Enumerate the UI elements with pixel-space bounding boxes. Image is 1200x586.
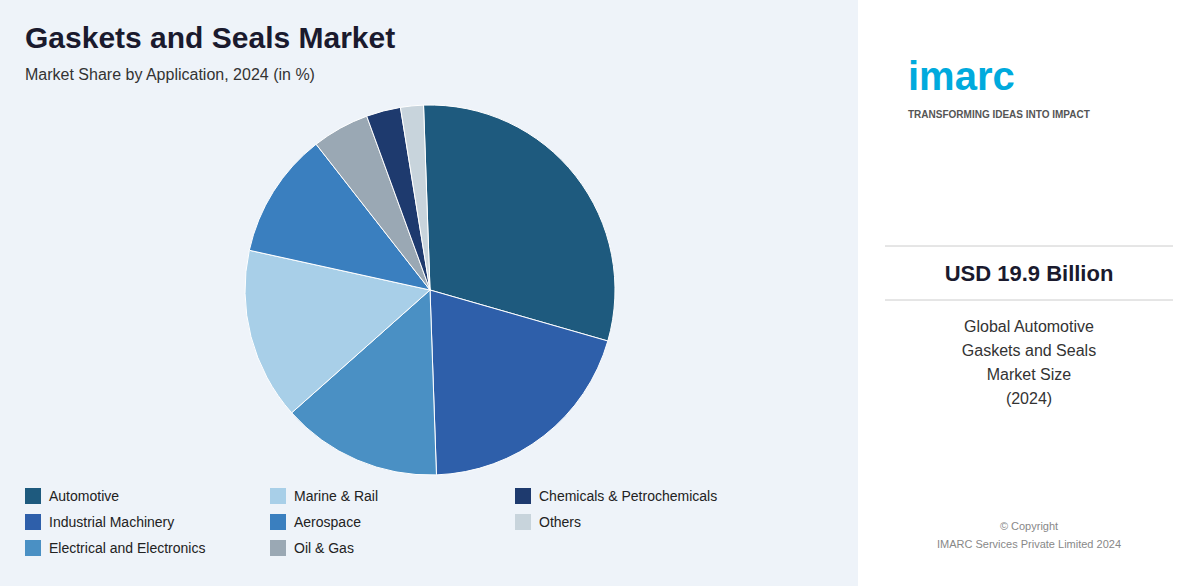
market-size: USD 19.9 Billion [945,261,1114,286]
legend-label: Chemicals & Petrochemicals [539,488,717,504]
legend-label: Oil & Gas [294,540,354,556]
pie-slice [400,105,430,290]
legend-label: Automotive [49,488,119,504]
legend-swatch [25,540,41,556]
pie-slice [430,290,608,475]
right-panel [858,0,1200,586]
chart: Gaskets and Seals Market Market Share by … [0,0,1200,586]
legend-label: Aerospace [294,514,361,530]
legend-swatch [515,488,531,504]
legend-swatch [270,540,286,556]
copyright: © CopyrightIMARC Services Private Limite… [937,520,1121,550]
legend-swatch [515,514,531,530]
left-panel [0,0,858,586]
legend: Automotive Industrial Machinery Electrical… [25,488,717,556]
legend-swatch [25,488,41,504]
pie [245,105,615,475]
legend-swatch [270,488,286,504]
legend-label: Electrical and Electronics [49,540,205,556]
title: Gaskets and Seals Market [25,21,395,54]
legend-label: Marine & Rail [294,488,378,504]
legend-label: Others [539,514,581,530]
logo-text: imarc [908,54,1015,98]
tagline: TRANSFORMING IDEAS INTO IMPACT [908,109,1090,120]
market-description: Global AutomotiveGaskets and SealsMarket… [962,318,1096,407]
legend-swatch [270,514,286,530]
legend-label: Industrial Machinery [49,514,174,530]
divider [885,246,1173,247]
subtitle: Market Share by Application, 2024 (in %) [25,66,315,83]
legend-swatch [25,514,41,530]
divider [885,300,1173,301]
